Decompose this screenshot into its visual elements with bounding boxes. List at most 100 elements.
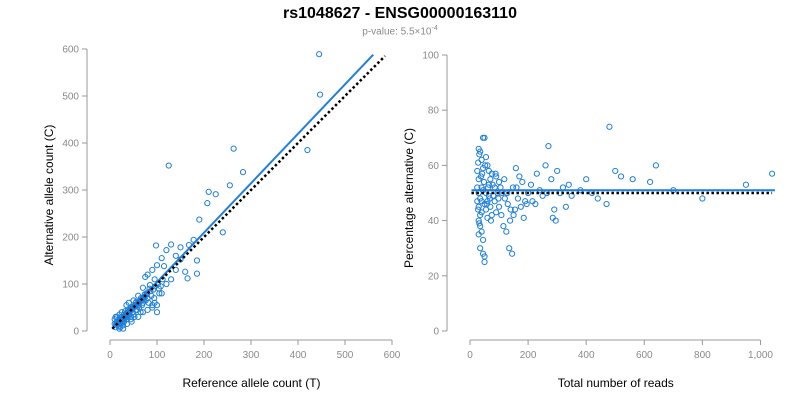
data-point: [477, 148, 484, 155]
data-point: [503, 228, 510, 235]
data-point: [492, 170, 499, 177]
data-point: [115, 318, 123, 326]
data-point: [629, 176, 636, 183]
data-point: [487, 203, 494, 210]
data-point: [477, 173, 485, 180]
data-point: [509, 250, 516, 257]
data-point: [135, 313, 142, 320]
data-point: [480, 178, 488, 186]
data-point: [120, 325, 127, 332]
data-point: [129, 304, 137, 312]
data-point: [193, 270, 201, 277]
data-point: [165, 162, 172, 169]
data-point: [212, 191, 219, 198]
data-point: [519, 178, 526, 186]
data-point: [477, 223, 484, 230]
y-tick-label: 600: [62, 45, 79, 56]
data-point: [506, 217, 514, 224]
data-point: [487, 176, 494, 183]
data-point: [495, 203, 503, 210]
data-point: [304, 146, 311, 154]
data-point: [479, 170, 486, 177]
data-point: [153, 302, 161, 309]
data-point: [163, 247, 170, 254]
data-point: [163, 280, 170, 288]
data-point: [478, 156, 485, 163]
data-point: [474, 198, 481, 205]
y-axis-title: Alternative allele count (C): [42, 125, 56, 266]
x-tick-label: 0: [107, 350, 113, 361]
data-point: [182, 268, 189, 275]
y-tick-label: 100: [62, 280, 79, 291]
data-point: [120, 314, 127, 321]
data-point: [475, 217, 482, 224]
data-point: [205, 188, 212, 195]
data-point: [606, 123, 613, 130]
data-point: [504, 200, 511, 208]
data-point: [139, 295, 146, 302]
data-point: [768, 170, 776, 177]
data-point: [514, 195, 522, 202]
y-axis-title: Percentage alternative (C): [402, 128, 416, 268]
data-point: [517, 203, 524, 210]
data-point: [523, 200, 530, 208]
y-tick-label: 200: [62, 233, 79, 244]
data-point: [481, 253, 488, 260]
data-point: [139, 309, 146, 316]
x-tick-label: 600: [636, 350, 653, 361]
y-tick-label: 300: [62, 186, 79, 197]
data-point: [507, 206, 514, 213]
data-point: [617, 173, 625, 180]
data-point: [545, 142, 552, 150]
y-tick-label: 0: [73, 327, 79, 338]
y-tick-label: 100: [422, 51, 439, 62]
x-tick-label: 0: [467, 350, 473, 361]
data-point: [123, 320, 131, 328]
data-point: [565, 181, 572, 188]
data-point: [489, 181, 496, 188]
data-point: [226, 182, 233, 189]
data-point: [481, 258, 488, 266]
data-point: [548, 176, 555, 183]
data-point: [116, 311, 123, 318]
data-point: [493, 209, 500, 216]
data-point: [172, 252, 179, 259]
x-axis-title: Total number of reads: [558, 376, 674, 390]
data-point: [488, 170, 495, 177]
data-point: [506, 245, 513, 252]
data-point: [486, 195, 493, 202]
data-point: [699, 195, 706, 202]
data-point: [554, 167, 561, 175]
data-point: [498, 211, 505, 219]
data-point: [193, 257, 201, 264]
x-tick-label: 200: [196, 350, 213, 361]
data-point: [476, 220, 483, 227]
x-axis-title: Reference allele count (T): [182, 376, 320, 390]
data-point: [158, 290, 165, 297]
data-point: [510, 211, 517, 219]
data-point: [475, 206, 482, 213]
data-point: [172, 266, 179, 273]
data-point: [612, 167, 619, 175]
data-point: [152, 242, 160, 249]
chart-title: rs1048627 - ENSG00000163110: [283, 5, 517, 22]
data-point: [127, 316, 134, 323]
data-point: [527, 181, 535, 188]
data-point: [501, 176, 508, 183]
data-point: [139, 284, 146, 291]
data-point: [130, 311, 137, 318]
data-point: [316, 91, 324, 98]
data-point: [144, 271, 151, 278]
data-point: [495, 195, 502, 202]
y-tick-label: 20: [428, 271, 440, 282]
data-point: [137, 309, 144, 316]
data-point: [501, 195, 508, 202]
data-point: [316, 51, 323, 58]
x-tick-label: 800: [694, 350, 711, 361]
data-point: [477, 245, 484, 252]
data-point: [551, 206, 558, 213]
x-tick-label: 100: [149, 350, 166, 361]
data-point: [493, 173, 500, 180]
data-point: [144, 306, 151, 313]
